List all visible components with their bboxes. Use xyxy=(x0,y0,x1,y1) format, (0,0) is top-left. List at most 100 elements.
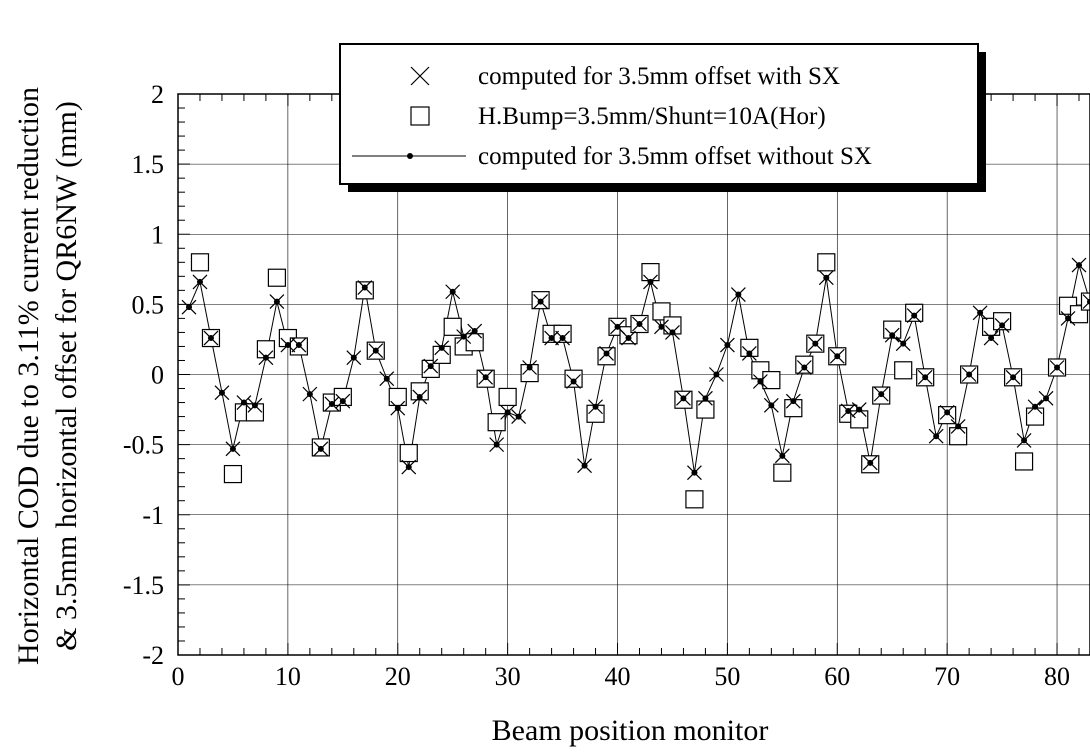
legend-square-mark xyxy=(410,106,430,126)
x-tick-label: 40 xyxy=(605,662,631,691)
data-point-dot xyxy=(614,323,621,330)
data-point-dot xyxy=(438,344,445,351)
data-point-dot xyxy=(1021,437,1028,444)
data-point-square xyxy=(773,463,792,482)
data-point-dot xyxy=(394,405,401,412)
y-tick-label: -0.5 xyxy=(123,431,164,460)
data-point-square xyxy=(894,361,913,380)
data-point-dot xyxy=(284,342,291,349)
data-point-dot xyxy=(735,291,742,298)
x-tick-label: 0 xyxy=(172,662,185,691)
data-point-dot xyxy=(647,278,654,285)
data-point-dot xyxy=(405,464,412,471)
x-tick-label: 20 xyxy=(385,662,411,691)
y-tick-label: -2 xyxy=(142,641,164,670)
y-tick-label: -1.5 xyxy=(123,571,164,600)
data-point-dot xyxy=(218,389,225,396)
data-point-square xyxy=(817,253,836,272)
y-tick-label: 0 xyxy=(151,361,164,390)
data-point-square xyxy=(487,413,506,432)
data-point-dot xyxy=(372,347,379,354)
data-point-dot xyxy=(779,452,786,459)
data-point-dot xyxy=(911,312,918,319)
data-point-dot xyxy=(1043,395,1050,402)
x-tick-label: 10 xyxy=(275,662,301,691)
legend-dot-mark xyxy=(407,153,413,159)
data-point-dot xyxy=(801,364,808,371)
legend-box xyxy=(339,43,979,185)
series-dots-without-sx xyxy=(185,262,1090,476)
data-point-dot xyxy=(427,363,434,370)
data-point-dot xyxy=(339,398,346,405)
x-tick-labels: 0 10 20 30 40 50 60 70 80 xyxy=(172,662,1071,691)
y-tick-label: -1 xyxy=(142,501,164,530)
legend-square-icon xyxy=(410,106,430,126)
data-point-dot xyxy=(592,403,599,410)
series-crosses-with-sx xyxy=(181,257,1090,481)
data-point-dot xyxy=(328,400,335,407)
data-point-dot xyxy=(823,274,830,281)
data-point-dot xyxy=(559,335,566,342)
data-point-dot xyxy=(944,409,951,416)
data-point-dot xyxy=(746,350,753,357)
data-point-dot xyxy=(460,333,467,340)
data-point-dot xyxy=(658,323,665,330)
data-point-dot xyxy=(878,391,885,398)
data-point-dot xyxy=(856,406,863,413)
data-point-dot xyxy=(317,445,324,452)
data-point-dot xyxy=(834,353,841,360)
data-point-square xyxy=(949,427,968,446)
data-point-square xyxy=(1080,292,1090,311)
data-point-square xyxy=(223,464,243,484)
legend-cross-mark xyxy=(410,66,430,86)
data-point-dot xyxy=(768,402,775,409)
data-point-dot xyxy=(669,329,676,336)
data-point-dot xyxy=(1054,364,1061,371)
x-axis-title: Beam position monitor xyxy=(492,714,769,747)
data-point-dot xyxy=(273,298,280,305)
data-point-dot xyxy=(713,371,720,378)
data-point-dot xyxy=(702,395,709,402)
data-point-dot xyxy=(625,335,632,342)
data-point-dot xyxy=(548,335,555,342)
data-point-dot xyxy=(350,354,357,361)
data-point-dot xyxy=(966,371,973,378)
legend: computed for 3.5mm offset with SX H.Bump… xyxy=(339,43,986,192)
data-point-square xyxy=(498,387,517,407)
data-point-dot xyxy=(482,374,489,381)
data-point-square xyxy=(850,410,869,429)
legend-label-without-sx: computed for 3.5mm offset without SX xyxy=(478,143,872,170)
data-point-dot xyxy=(922,374,929,381)
x-tick-label: 50 xyxy=(714,662,740,691)
legend-line-dot-icon xyxy=(352,153,466,159)
data-point-dot xyxy=(262,354,269,361)
legend-label-hbump: H.Bump=3.5mm/Shunt=10A(Hor) xyxy=(478,103,826,130)
data-point-dot xyxy=(988,335,995,342)
data-point-square xyxy=(267,268,286,287)
data-point-dot xyxy=(471,328,478,335)
data-point-dot xyxy=(383,375,390,382)
data-point-dot xyxy=(251,402,258,409)
y-tick-labels: -2 -1.5 -1 -0.5 0 0.5 1 1.5 2 xyxy=(123,80,164,670)
data-point-dot xyxy=(1032,403,1039,410)
data-point-square xyxy=(1014,452,1034,471)
data-point-dot xyxy=(493,441,500,448)
data-point-square xyxy=(333,387,352,407)
data-point-dot xyxy=(603,350,610,357)
y-axis-title-line1: Horizontal COD due to 3.11% current redu… xyxy=(12,87,45,665)
data-point-dot xyxy=(229,445,236,452)
data-point-dot xyxy=(680,395,687,402)
data-point-square xyxy=(685,490,704,509)
series-squares-hbump xyxy=(190,253,1090,509)
data-point-dot xyxy=(185,304,192,311)
y-tick-label: 2 xyxy=(151,80,164,109)
data-point-dot xyxy=(1065,315,1072,322)
y-tick-label: 1.5 xyxy=(132,150,165,179)
data-point-dot xyxy=(955,423,962,430)
data-point-dot xyxy=(416,393,423,400)
data-point-dot xyxy=(999,322,1006,329)
data-point-dot xyxy=(449,288,456,295)
data-point-dot xyxy=(581,462,588,469)
data-point-dot xyxy=(361,284,368,291)
